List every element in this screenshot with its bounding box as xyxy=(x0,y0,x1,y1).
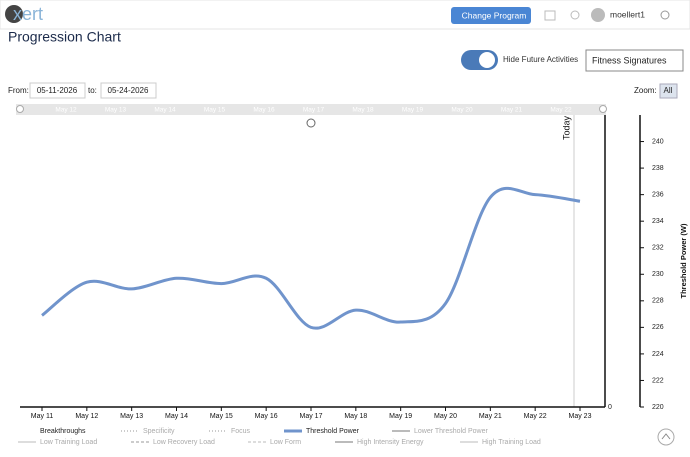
to-label: to: xyxy=(88,86,97,95)
navigator-handle[interactable] xyxy=(16,105,24,113)
today-label: Today xyxy=(561,115,571,140)
x-tick-label: May 21 xyxy=(479,413,502,420)
toggle-knob[interactable] xyxy=(479,52,495,68)
legend-label[interactable]: Lower Threshold Power xyxy=(414,428,488,435)
navigator-label: May 16 xyxy=(253,107,275,114)
legend-label[interactable]: High Intensity Energy xyxy=(357,439,424,446)
x-tick-label: May 13 xyxy=(120,413,143,420)
x-tick-label: May 17 xyxy=(300,413,323,420)
y-tick-label: 234 xyxy=(652,218,664,225)
navigator-label: May 19 xyxy=(402,107,424,114)
icon[interactable] xyxy=(544,10,556,21)
zoom-all[interactable]: All xyxy=(664,86,673,95)
logo-mark xyxy=(5,5,23,23)
settings-icon[interactable] xyxy=(660,10,670,20)
x-tick-label: May 14 xyxy=(165,413,188,420)
legend-label[interactable]: Low Training Load xyxy=(40,439,97,446)
scroll-top-button[interactable] xyxy=(657,428,675,446)
y-tick-label: 240 xyxy=(652,138,664,145)
y-tick-label: 224 xyxy=(652,351,664,358)
y-tick-label: 236 xyxy=(652,191,664,198)
y-tick-label: 222 xyxy=(652,377,664,384)
navigator-label: May 15 xyxy=(204,107,226,114)
x-tick-label: May 16 xyxy=(255,413,278,420)
navigator-label: May 20 xyxy=(451,107,473,114)
bell-icon[interactable] xyxy=(570,10,580,20)
top-bar xyxy=(0,0,690,30)
y-tick-label: 220 xyxy=(652,404,664,411)
change-program-button[interactable] xyxy=(451,7,531,24)
x-tick-label: May 23 xyxy=(569,413,592,420)
avatar[interactable] xyxy=(591,8,605,22)
to-value[interactable]: 05-24-2026 xyxy=(108,86,149,95)
navigator-label: May 17 xyxy=(303,107,325,114)
y-tick-label: 232 xyxy=(652,245,664,252)
y-tick-label: 238 xyxy=(652,165,664,172)
y-axis-label: Threshold Power (W) xyxy=(679,223,688,299)
zoom-button[interactable] xyxy=(659,83,678,99)
navigator-label: May 22 xyxy=(550,107,572,114)
legend-label[interactable]: Low Recovery Load xyxy=(153,439,215,446)
series-line xyxy=(41,186,581,330)
legend-label[interactable]: Low Form xyxy=(270,439,301,446)
page-title: Progression Chart xyxy=(8,29,121,45)
to-input[interactable] xyxy=(100,82,157,99)
from-input[interactable] xyxy=(29,82,86,99)
legend-label[interactable]: Breakthroughs xyxy=(40,428,86,435)
x-tick-label: May 15 xyxy=(210,413,233,420)
from-value[interactable]: 05-11-2026 xyxy=(37,86,78,95)
navigator-label: May 12 xyxy=(55,107,77,114)
y-tick-label: 228 xyxy=(652,298,664,305)
logo: xert xyxy=(13,4,43,24)
legend-label[interactable]: High Training Load xyxy=(482,439,541,446)
x-tick-label: May 20 xyxy=(434,413,457,420)
x-tick-label: May 11 xyxy=(31,413,54,420)
navigator-label: May 21 xyxy=(501,107,523,114)
x-tick-label: May 22 xyxy=(524,413,547,420)
x-tick-label: May 19 xyxy=(389,413,412,420)
user-name[interactable]: moellert1 xyxy=(610,9,645,19)
change-program-label[interactable]: Change Program xyxy=(462,10,527,20)
navigator-handle[interactable] xyxy=(599,105,607,113)
dropdown[interactable] xyxy=(585,49,684,72)
legend-label[interactable]: Threshold Power xyxy=(306,428,360,435)
navigator-label: May 14 xyxy=(154,107,176,114)
navigator[interactable] xyxy=(16,104,606,115)
dropdown-label[interactable]: Fitness Signatures xyxy=(592,55,667,65)
navigator-label: May 18 xyxy=(352,107,374,114)
from-label: From: xyxy=(8,86,29,95)
x-tick-label: May 12 xyxy=(75,413,98,420)
legend-label[interactable]: Specificity xyxy=(143,428,175,435)
navigator-label: May 13 xyxy=(105,107,127,114)
y-tick-label: 226 xyxy=(652,324,664,331)
scroll-handle[interactable] xyxy=(306,118,316,128)
zoom-label: Zoom: xyxy=(634,86,657,95)
scroll-top-arrow[interactable] xyxy=(661,433,671,440)
y-tick-label: 230 xyxy=(652,271,664,278)
y2-tick-label: 0 xyxy=(608,404,612,411)
toggle-label: Hide Future Activities xyxy=(503,55,578,64)
legend-label[interactable]: Focus xyxy=(231,428,251,435)
x-tick-label: May 18 xyxy=(344,413,367,420)
